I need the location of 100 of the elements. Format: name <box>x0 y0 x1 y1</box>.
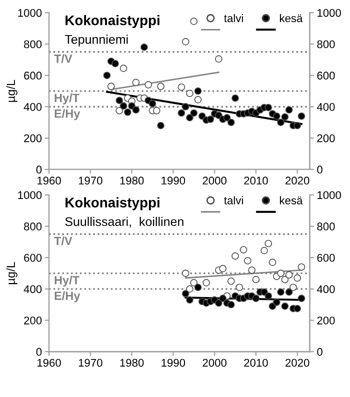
point <box>268 258 276 266</box>
x-tick-label: 1960 <box>37 176 61 185</box>
point <box>157 122 164 130</box>
point <box>294 274 302 282</box>
x-tick-label: 1980 <box>120 176 144 185</box>
point <box>223 114 231 122</box>
ref-line-label: Hy/T <box>54 93 80 104</box>
y-tick-label: 800 <box>24 40 42 48</box>
point <box>298 294 306 302</box>
y2-tick-label: 1000 <box>318 8 341 17</box>
ref-line-label: T/V <box>54 236 72 246</box>
ref-line-label: E/Hy <box>54 291 80 302</box>
point <box>272 112 280 120</box>
point <box>277 270 284 277</box>
point <box>202 279 210 286</box>
point <box>124 108 132 116</box>
y2-tick-label: 1000 <box>318 191 341 200</box>
y2-tick-label: 0 <box>317 166 322 174</box>
y2-tick-label: 600 <box>317 72 335 80</box>
point <box>190 109 198 117</box>
point <box>157 82 164 90</box>
point <box>120 64 128 72</box>
point <box>232 252 239 260</box>
point <box>272 298 280 306</box>
point <box>281 276 289 284</box>
x-tick-label: 1990 <box>162 358 186 367</box>
legend-label: kesä <box>280 14 303 22</box>
x-tick-label: 1990 <box>162 176 186 185</box>
ref-line-label: T/V <box>54 54 72 64</box>
y2-tick-label: 200 <box>317 316 335 324</box>
point <box>281 113 289 121</box>
y-tick-label: 0 <box>36 348 42 356</box>
y-tick-label: 0 <box>36 166 42 174</box>
y-tick-label: 1000 <box>18 8 42 17</box>
point <box>107 82 115 90</box>
point <box>244 257 252 264</box>
point <box>194 284 202 292</box>
point <box>252 276 260 284</box>
point <box>112 60 119 68</box>
x-tick-label: 2020 <box>286 358 310 367</box>
point <box>215 55 222 63</box>
point <box>186 285 194 293</box>
point <box>186 90 194 98</box>
point <box>248 266 256 274</box>
point <box>132 106 140 114</box>
y2-tick-label: 400 <box>316 103 335 111</box>
point <box>132 78 140 86</box>
point <box>182 103 190 110</box>
y-tick-label: 200 <box>24 316 42 324</box>
point <box>252 294 260 302</box>
point <box>152 106 160 114</box>
point <box>277 288 284 296</box>
point <box>264 104 272 112</box>
point <box>298 112 306 120</box>
point <box>298 263 306 271</box>
y2-tick-label: 800 <box>317 222 335 230</box>
x-tick-label: 1970 <box>78 176 102 185</box>
point <box>227 300 235 308</box>
point <box>116 96 124 104</box>
point <box>190 279 198 286</box>
point <box>182 38 190 46</box>
x-tick-label: 1970 <box>78 358 102 367</box>
text: Suullissaari, koillinen <box>65 216 184 228</box>
point <box>219 294 227 302</box>
y-tick-label: 200 <box>24 134 42 142</box>
point <box>285 271 293 279</box>
y-tick-label: 800 <box>24 222 42 230</box>
point <box>264 292 272 300</box>
y-tick-label: 1000 <box>18 191 42 200</box>
point <box>236 284 244 292</box>
point <box>190 18 198 25</box>
y2-tick-label: 400 <box>316 285 335 294</box>
point <box>215 299 222 307</box>
point <box>186 114 194 122</box>
point <box>281 302 289 310</box>
point <box>182 270 190 277</box>
x-tick-label: 2000 <box>202 176 226 185</box>
text: Tepunniemi <box>64 34 128 46</box>
x-tick-label: 2010 <box>244 176 268 185</box>
point <box>260 246 268 254</box>
point <box>194 96 202 104</box>
y2-tick-label: 0 <box>317 348 322 356</box>
chart-title: Kokonaistyppi <box>66 197 160 210</box>
point <box>219 264 227 272</box>
point <box>178 109 186 117</box>
point <box>120 102 128 110</box>
y2-tick-label: 600 <box>317 254 335 262</box>
point <box>285 288 293 296</box>
legend-label: talvi <box>224 14 243 22</box>
ref-line-label: E/Hy <box>54 109 80 120</box>
y-tick-label: 400 <box>24 285 42 294</box>
point <box>148 100 156 108</box>
point <box>103 72 111 80</box>
point <box>206 116 214 123</box>
y2-tick-label: 800 <box>317 40 335 48</box>
point <box>116 106 124 114</box>
point <box>144 81 152 88</box>
point <box>186 296 194 304</box>
point <box>194 87 202 95</box>
legend-label: talvi <box>224 196 243 204</box>
